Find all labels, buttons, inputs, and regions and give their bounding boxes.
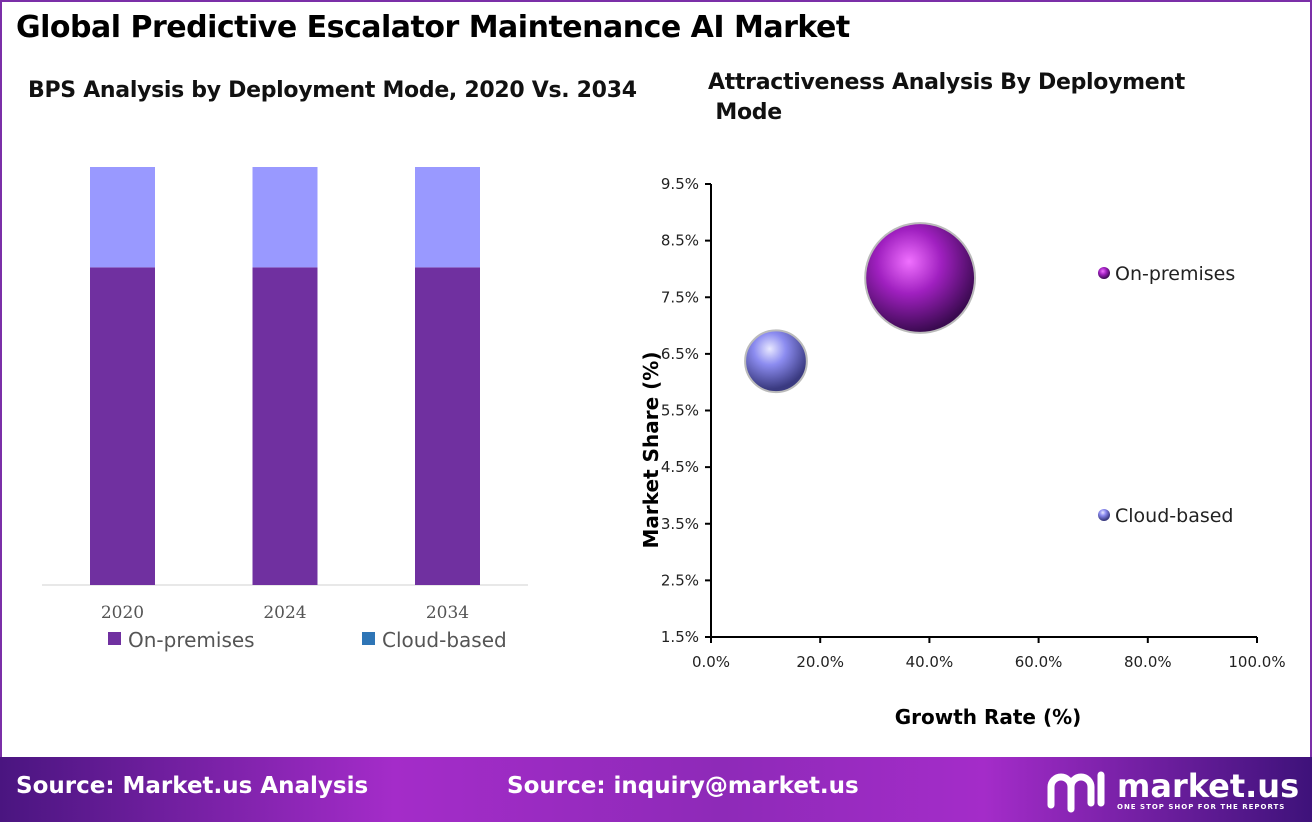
legend-swatch [108,632,121,645]
x-tick-label: 80.0% [1124,653,1172,671]
y-tick-label: 4.5% [661,458,699,476]
x-tick-label: 0.0% [692,653,730,671]
y-tick-label: 7.5% [661,288,699,306]
market-us-logo: market.us ONE STOP SHOP FOR THE REPORTS [1045,767,1299,815]
y-tick-label: 6.5% [661,345,699,363]
bar-cloud-based-2024 [252,167,318,268]
logo-icon [1047,771,1105,813]
logo-tagline: ONE STOP SHOP FOR THE REPORTS [1117,803,1286,811]
bar-cloud-based-2020 [90,167,155,268]
source-analysis: Source: Market.us Analysis [16,773,369,799]
x-tick-label: 20.0% [796,653,844,671]
charts-svg: 2020 2024 2034 On-premises Cloud-based 9.5% 8.… [42,167,1286,729]
bubble-chart-title: Attractiveness Analysis By Deployment Mo… [708,70,1185,125]
legend-swatch [362,632,375,645]
legend-marker [1098,509,1110,521]
y-tick-label: 5.5% [661,402,699,420]
bubble-on-premises [864,222,977,334]
bubble-legend-label: On-premises [1115,263,1235,285]
x-tick-label: 100.0% [1228,653,1285,671]
bubble-legend-label: Cloud-based [1115,505,1233,527]
legend-marker [1098,267,1110,279]
bubble-cloud-based [744,329,808,394]
source-email[interactable]: Source: inquiry@market.us [507,773,859,799]
y-tick-label: 8.5% [661,232,699,250]
bar-tick-label: 2024 [263,603,306,623]
bar-on-premises-2024 [252,267,318,585]
frame [0,0,1312,760]
y-tick-label: 9.5% [661,175,699,193]
page-title: Global Predictive Escalator Maintenance … [16,10,850,45]
bar-chart-title: BPS Analysis by Deployment Mode, 2020 Vs… [28,78,637,103]
y-axis-title: Market Share (%) [639,352,663,549]
y-tick-label: 2.5% [661,571,699,589]
x-axis-title: Growth Rate (%) [895,705,1082,729]
footer: Source: Market.us Analysis Source: inqui… [0,757,1312,822]
bar-cloud-based-2034 [415,167,480,268]
x-tick-label: 60.0% [1015,653,1063,671]
y-tick-label: 1.5% [661,628,699,646]
legend-label: On-premises [128,628,255,652]
legend-label: Cloud-based [382,628,507,652]
bar-tick-label: 2034 [426,603,469,623]
y-tick-label: 3.5% [661,515,699,533]
bar-on-premises-2034 [415,267,480,585]
bar-on-premises-2020 [90,267,155,585]
logo-name: market.us [1117,767,1300,805]
bar-tick-label: 2020 [101,603,144,623]
x-tick-label: 40.0% [906,653,954,671]
